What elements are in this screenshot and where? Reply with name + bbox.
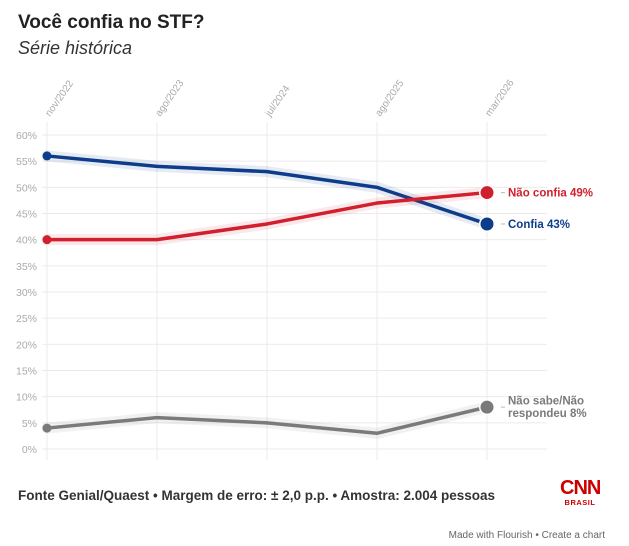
grid (42, 122, 547, 460)
series-end-label: Confia 43% (508, 219, 570, 231)
line-chart: 0% 5% 10% 15% 20% 25% 30% 35% 40% 45% 50% 55% 60% no… (16, 77, 593, 460)
y-tick-label: 5% (22, 418, 37, 430)
x-tick-label: ago/2023 (153, 78, 186, 119)
x-tick-label: mar/2026 (483, 77, 516, 118)
chart-title: Você confia no STF? (18, 12, 205, 33)
y-tick-label: 45% (16, 209, 37, 221)
chart-subtitle: Série histórica (18, 38, 133, 58)
y-tick-label: 15% (16, 366, 37, 378)
made-with-flourish-link[interactable]: Made with Flourish (448, 530, 533, 541)
create-chart-link[interactable]: Create a chart (541, 530, 605, 541)
y-tick-label: 20% (16, 339, 37, 351)
y-tick-label: 40% (16, 235, 37, 247)
credit-separator: • (532, 530, 542, 541)
y-tick-label: 50% (16, 182, 37, 194)
series-line-n-o-sabe-n-o-respondeu (45, 405, 489, 436)
series-labels: Confia 43% Não confia 49% Não sabe/Nãoresp… (501, 188, 593, 420)
series-end-label: Não sabe/Não (508, 396, 584, 408)
x-tick-label: jul/2024 (263, 83, 293, 119)
y-tick-label: 55% (16, 156, 37, 168)
cnn-brasil-logo: CNN BRASIL (560, 477, 601, 507)
series-group (41, 150, 495, 439)
data-point-start (42, 423, 52, 433)
series-line-n-o-confia (45, 190, 489, 242)
x-tick-label: ago/2025 (373, 78, 406, 119)
data-point-start (42, 235, 52, 245)
y-tick-label: 60% (16, 130, 37, 142)
flourish-credit: Made with Flourish • Create a chart (449, 530, 605, 541)
source-note: Fonte Genial/Quaest • Margem de erro: ± … (18, 488, 496, 503)
y-tick-label: 0% (22, 444, 37, 456)
y-tick-label: 35% (16, 261, 37, 273)
data-point-end (480, 400, 494, 414)
y-tick-label: 10% (16, 392, 37, 404)
data-point-start (42, 151, 52, 161)
y-axis: 0% 5% 10% 15% 20% 25% 30% 35% 40% 45% 50% 55% 60% (16, 130, 37, 456)
logo-subtext: BRASIL (564, 498, 596, 507)
logo-text: CNN (560, 477, 601, 499)
series-end-label: respondeu 8% (508, 408, 587, 420)
series-end-label: Não confia 49% (508, 188, 593, 200)
x-axis: nov/2022 ago/2023 jul/2024 ago/2025 mar/2026 (43, 77, 516, 119)
y-tick-label: 30% (16, 287, 37, 299)
data-point-end (480, 217, 494, 231)
data-point-end (480, 186, 494, 200)
y-tick-label: 25% (16, 313, 37, 325)
x-tick-label: nov/2022 (43, 78, 76, 118)
